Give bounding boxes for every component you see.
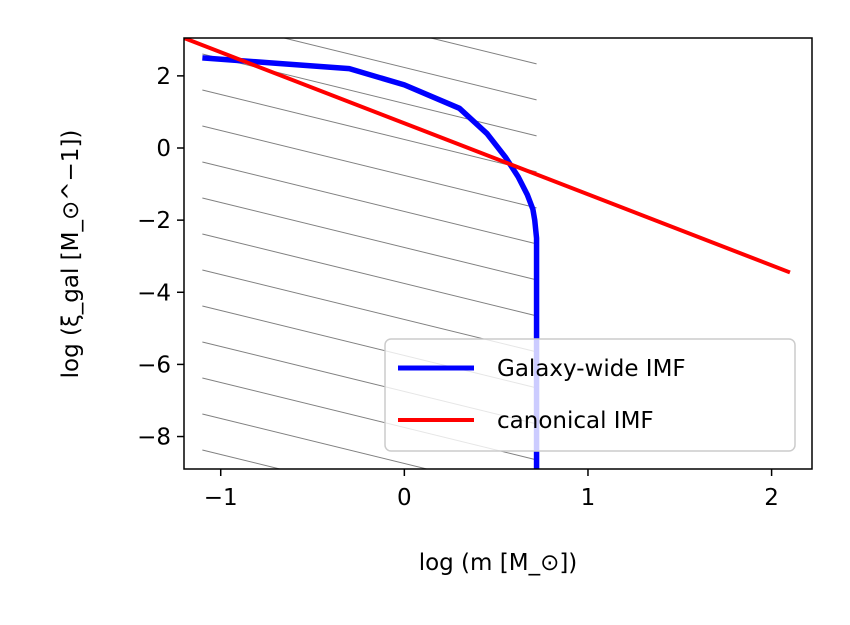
y-tick-label: 2 <box>156 64 171 90</box>
hatch-line-9 <box>202 162 536 244</box>
legend: Galaxy-wide IMF canonical IMF <box>385 339 795 451</box>
hatched-region <box>202 0 536 568</box>
hatch-line-10 <box>202 198 536 280</box>
hatch-line-11 <box>202 234 536 316</box>
y-axis-label: log (ξ_gal [M_⊙^−1]) <box>58 130 84 379</box>
x-tick-label: −1 <box>204 485 238 511</box>
x-axis-ticks: −1 0 1 2 <box>204 469 779 511</box>
hatch-line-8 <box>202 126 536 208</box>
y-axis-ticks: 2 0 −2 −4 −6 −8 <box>137 64 184 451</box>
x-tick-label: 2 <box>764 485 779 511</box>
hatch-line-3 <box>202 0 536 28</box>
y-tick-label: −6 <box>137 352 171 378</box>
x-tick-label: 0 <box>397 485 412 511</box>
y-tick-label: −4 <box>137 280 171 306</box>
x-axis-label: log (m [M_⊙]) <box>419 550 578 576</box>
series-line-canonical-imf <box>184 38 790 272</box>
y-tick-label: −8 <box>137 425 171 451</box>
hatch-line-17 <box>202 450 536 532</box>
hatch-line-4 <box>202 0 536 64</box>
y-tick-label: −2 <box>137 208 171 234</box>
legend-label-canonical-imf: canonical IMF <box>497 408 654 434</box>
y-tick-label: 0 <box>156 136 171 162</box>
legend-label-galaxy-wide-imf: Galaxy-wide IMF <box>497 356 686 382</box>
x-tick-label: 1 <box>581 485 596 511</box>
